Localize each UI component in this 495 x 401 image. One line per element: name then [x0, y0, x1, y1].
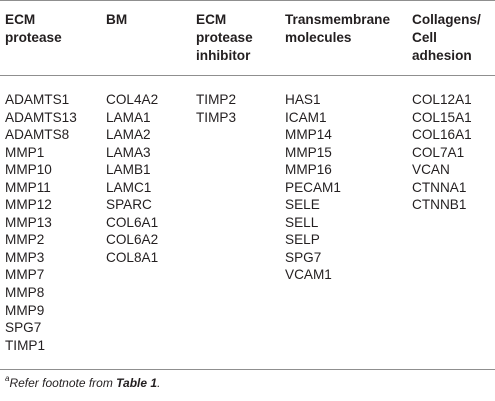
table-cell: MMP13: [5, 214, 52, 230]
table-bottom-rule: [0, 369, 495, 370]
table-cell: VCAN: [412, 162, 450, 178]
table-cell: COL16A1: [412, 127, 472, 143]
table-cell: COL15A1: [412, 109, 472, 125]
table-cell: MMP7: [5, 267, 45, 283]
table-top-rule: [0, 0, 495, 1]
table-cell: MMP11: [5, 179, 51, 195]
column-header: Collagens/ Cell adhesion: [412, 12, 481, 63]
table-cell: LAMC1: [106, 179, 152, 195]
table-cell: SPG7: [5, 320, 42, 336]
table-cell: MMP16: [285, 162, 332, 178]
table-cell: COL6A1: [106, 214, 159, 230]
column-header: ECM protease: [5, 12, 62, 45]
table-cell: PECAM1: [285, 179, 341, 195]
table-cell: SPARC: [106, 197, 152, 213]
table-cell: MMP14: [285, 127, 332, 143]
table-cell: MMP15: [285, 144, 332, 160]
table-cell: TIMP3: [196, 109, 237, 125]
table-cell: ADAMTS13: [5, 109, 77, 125]
column-items: COL4A2 LAMA1 LAMA2 LAMA3 LAMB1 LAMC1 SPARC COL6…: [106, 91, 158, 266]
table-cell: ADAMTS8: [5, 127, 70, 143]
column-header: Transmembrane molecules: [285, 12, 391, 45]
table-cell: VCAM1: [285, 267, 332, 283]
footnote-table-reference: Table 1: [116, 376, 158, 390]
table-cell: TIMP2: [196, 92, 237, 107]
table-cell: CTNNB1: [412, 197, 467, 213]
table-cell: SELE: [285, 197, 320, 213]
column-header: ECM protease inhibitor: [196, 12, 253, 63]
table-cell: COL7A1: [412, 144, 465, 160]
table-cell: MMP1: [5, 144, 45, 160]
column-items: TIMP2 TIMP3: [196, 91, 236, 126]
table-cell: COL4A2: [106, 92, 159, 107]
table-cell: COL6A2: [106, 232, 159, 248]
footnote-marker: a: [5, 374, 10, 383]
table-cell: COL8A1: [106, 249, 159, 265]
footnote-end: .: [157, 376, 161, 390]
footnote-text: Refer footnote from: [9, 376, 117, 390]
column-items: COL12A1 COL15A1 COL16A1 COL7A1 VCAN CTNNA1 CTN…: [412, 91, 472, 214]
table-cell: MMP2: [5, 232, 45, 248]
table-cell: MMP3: [5, 249, 45, 265]
table-cell: LAMA2: [106, 127, 151, 143]
table-cell: HAS1: [285, 92, 321, 107]
table-cell: CTNNA1: [412, 179, 467, 195]
table-cell: COL12A1: [412, 92, 472, 107]
header-rule: [0, 75, 495, 76]
table-cell: LAMB1: [106, 162, 151, 178]
table-footnote: aRefer footnote from Table 1.: [5, 374, 161, 390]
table-cell: MMP9: [5, 302, 45, 318]
table-cell: LAMA1: [106, 109, 151, 125]
table-cell: ADAMTS1: [5, 92, 70, 107]
column-items: HAS1 ICAM1 MMP14 MMP15 MMP16 PECAM1 SELE SELL SE…: [285, 91, 341, 284]
table-cell: MMP10: [5, 162, 52, 178]
table-cell: SELL: [285, 214, 319, 230]
table-cell: LAMA3: [106, 144, 151, 160]
table-cell: MMP8: [5, 285, 45, 301]
table-cell: SPG7: [285, 249, 322, 265]
table-cell: SELP: [285, 232, 320, 248]
column-items: ADAMTS1 ADAMTS13 ADAMTS8 MMP1 MMP10 MMP11 MMP1…: [5, 91, 77, 354]
table-cell: ICAM1: [285, 109, 327, 125]
table-cell: TIMP1: [5, 337, 46, 353]
table-cell: MMP12: [5, 197, 52, 213]
column-header: BM: [106, 12, 128, 27]
